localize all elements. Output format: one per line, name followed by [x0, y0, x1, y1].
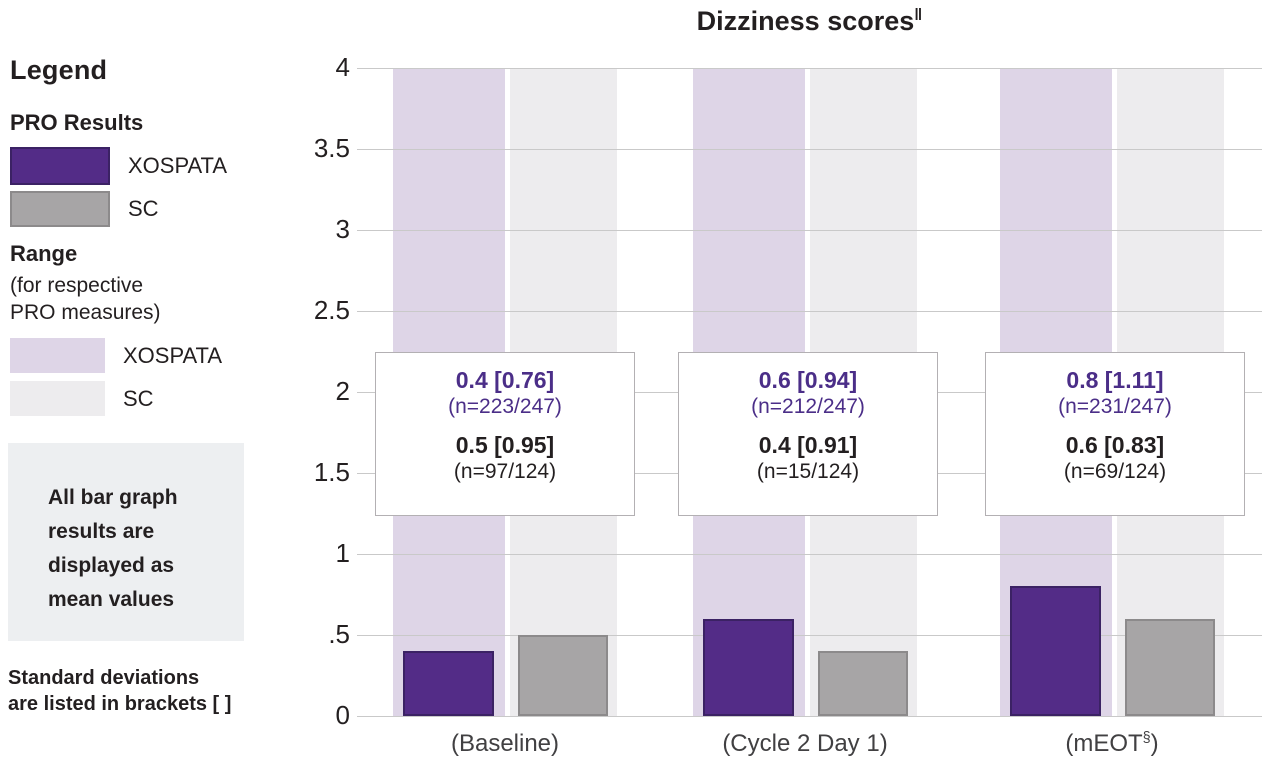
sc-bar-swatch [10, 191, 110, 227]
mean-values-note-box: All bar graph results are displayed as mean… [8, 443, 244, 641]
chart-title: Dizziness scores‖ [357, 6, 1262, 37]
y-tick-label-2: 2 [335, 376, 350, 406]
legend-item-xospata-range: XOSPATA [10, 338, 222, 373]
gridline-4 [357, 67, 1262, 69]
legend-item-sc-range: SC [10, 381, 154, 416]
legend-title: Legend [10, 55, 108, 85]
xospata-n: (n=212/247) [751, 395, 865, 418]
sc-range-swatch [10, 381, 105, 416]
legend-item-sc-bar: SC [10, 191, 159, 227]
bar-xospata-cycle-2-day-1 [703, 618, 794, 716]
sc-n: (n=15/124) [756, 460, 860, 483]
sd-footnote: Standard deviations are listed in bracket… [8, 667, 232, 715]
gridline-0 [357, 715, 1262, 717]
sc-mean-sd: 0.4 [0.91] [758, 432, 858, 458]
xospata-bar-label: XOSPATA [128, 153, 228, 178]
sc-bar-label: SC [128, 196, 159, 221]
y-tick-label-1: 1 [335, 538, 350, 568]
sc-mean-sd: 0.6 [0.83] [1065, 432, 1165, 458]
sc-mean-sd: 0.5 [0.95] [455, 432, 555, 458]
chart-title-superscript: ‖ [914, 6, 923, 24]
x-label-cycle-2-day-1: (Cycle 2 Day 1) [722, 730, 888, 757]
y-tick-label-0: 0 [335, 700, 350, 730]
y-tick-label-3p5: 3.5 [313, 133, 350, 163]
bar-sc-baseline [518, 635, 608, 716]
gridline-3p5 [357, 148, 1262, 150]
y-tick-label-1p5: 1.5 [313, 457, 350, 487]
xospata-n: (n=223/247) [448, 395, 562, 418]
range-subheading-line1: (for respective [10, 274, 144, 297]
legend-item-xospata-bar: XOSPATA [10, 147, 227, 185]
xospata-bar-swatch [10, 147, 110, 185]
bar-sc-meot [1125, 618, 1215, 716]
xospata-mean-sd: 0.6 [0.94] [758, 367, 858, 393]
bar-xospata-meot [1010, 586, 1101, 716]
xospata-range-label: XOSPATA [123, 342, 223, 368]
xospata-mean-sd: 0.4 [0.76] [455, 367, 555, 393]
x-label-meot: (mEOT§) [1065, 730, 1159, 757]
sc-n: (n=69/124) [1063, 460, 1167, 483]
bar-xospata-baseline [403, 651, 494, 716]
gridline-3 [357, 229, 1262, 231]
y-tick-label-4: 4 [335, 52, 350, 82]
value-box-meot: 0.8 [1.11] (n=231/247) 0.6 [0.83] (n=69/124… [985, 352, 1245, 516]
y-tick-label-p5: .5 [328, 619, 350, 649]
gridline-p5 [357, 634, 1262, 636]
mean-values-note-text: All bar graph results are displayed as mean… [48, 486, 178, 611]
bar-sc-cycle-2-day-1 [818, 651, 908, 716]
sc-n: (n=97/124) [453, 460, 557, 483]
range-heading: Range [10, 241, 78, 266]
xospata-n: (n=231/247) [1058, 395, 1172, 418]
y-tick-label-2p5: 2.5 [313, 295, 350, 325]
chart-title-text: Dizziness scores [696, 6, 915, 36]
gridline-1 [357, 553, 1262, 555]
sc-range-label: SC [123, 385, 154, 411]
value-box-baseline: 0.4 [0.76] (n=223/247) 0.5 [0.95] (n=97/124… [375, 352, 635, 516]
y-tick-label-3: 3 [335, 214, 350, 244]
value-box-cycle-2-day-1: 0.6 [0.94] (n=212/247) 0.4 [0.91] (n=15/124… [678, 352, 938, 516]
range-subheading-line2: PRO measures) [10, 301, 161, 324]
pro-results-heading: PRO Results [10, 110, 144, 135]
gridline-2p5 [357, 310, 1262, 312]
xospata-mean-sd: 0.8 [1.11] [1066, 367, 1164, 393]
xospata-range-swatch [10, 338, 105, 373]
x-label-baseline: (Baseline) [450, 730, 560, 757]
